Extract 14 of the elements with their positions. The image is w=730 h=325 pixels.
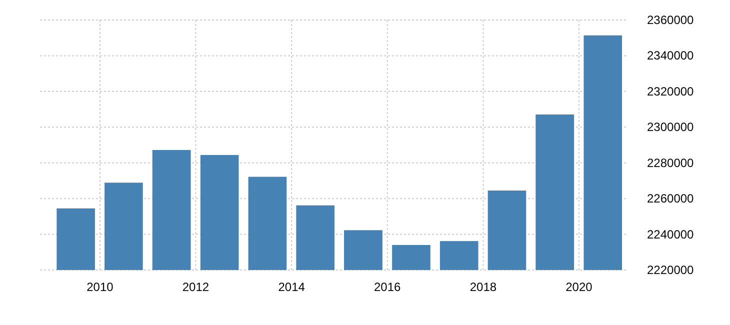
y-tick-label: 2360000 bbox=[647, 13, 694, 27]
x-tick-label: 2014 bbox=[278, 280, 306, 294]
y-tick-label: 2320000 bbox=[647, 84, 694, 98]
x-tick-label: 2020 bbox=[566, 280, 593, 294]
x-tick-label: 2010 bbox=[86, 280, 114, 294]
y-tick-label: 2220000 bbox=[647, 263, 694, 277]
y-tick-label: 2240000 bbox=[647, 227, 694, 242]
y-tick-label: 2300000 bbox=[647, 120, 694, 134]
x-tick-label: 2018 bbox=[470, 280, 497, 294]
y-tick-label: 2260000 bbox=[647, 192, 694, 206]
x-tick-label: 2016 bbox=[374, 280, 402, 294]
y-tick-label: 2340000 bbox=[647, 48, 694, 63]
y-tick-label: 2280000 bbox=[647, 156, 694, 170]
x-tick-label: 2012 bbox=[182, 280, 210, 294]
